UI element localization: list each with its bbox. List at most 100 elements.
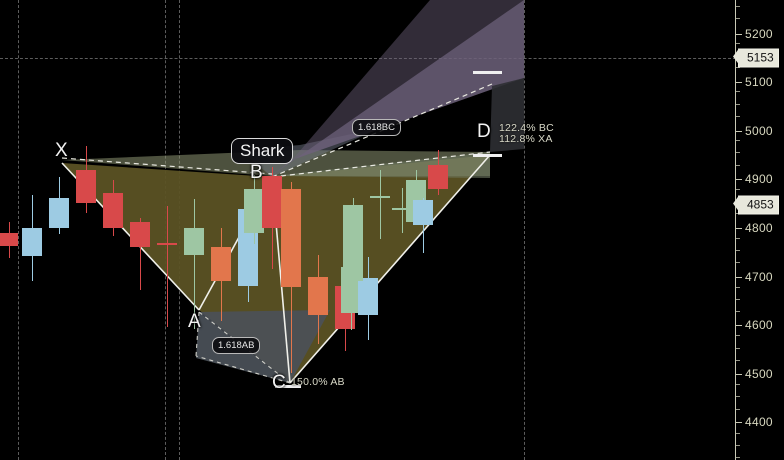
price-tick-minor [736,396,740,398]
candle-wick [422,197,424,254]
pattern-region-ab-extension2 [199,310,330,383]
candlestick [281,0,301,460]
candle-body [343,204,363,282]
candlestick [76,0,96,460]
price-tick-label: 4900 [745,172,773,186]
price-tick-label: 4600 [745,318,773,332]
pattern-dash-bd [271,151,491,178]
pattern-name-label[interactable]: Shark [231,138,294,164]
price-tick-minor [736,42,740,44]
candlestick [103,0,123,460]
candle-body [308,276,328,316]
chart-plot-area[interactable]: X A B C D Shark 1.618AB 1.618BC 150.0% A… [0,0,736,460]
pattern-leg-cd [289,154,491,384]
price-tick [736,422,742,423]
pattern-point-a: A [188,311,201,332]
price-tick-minor [736,103,740,105]
candlestick [428,0,448,460]
price-tick-minor [736,347,740,349]
price-tick-label: 4400 [745,415,773,429]
price-tick-minor [736,115,740,117]
candle-body [22,228,42,257]
price-tick-minor [736,262,740,264]
price-tick [736,82,742,83]
candlestick [392,0,412,460]
price-tick-minor [736,18,740,20]
price-tick-label: 4700 [745,270,773,284]
pattern-point-d: D [477,121,491,142]
price-tick-minor [736,6,740,7]
candlestick [211,0,231,460]
price-tick-minor [736,250,740,251]
candle-body [428,164,448,190]
price-tick-minor [736,384,740,386]
price-tick [736,277,742,278]
candlestick [184,0,204,460]
fib-label-1128xa: 112.8% XA [499,133,553,145]
price-tick-minor [736,140,740,142]
candlestick [49,0,69,460]
price-tick-minor [736,445,740,447]
candlestick [262,0,282,460]
pattern-region-d-zone [490,78,524,152]
fib-label-1618bc[interactable]: 1.618BC [352,119,401,136]
candle-body [262,175,282,228]
pattern-region-projection-purple [268,0,524,178]
price-tick [736,34,742,35]
candle-wick [401,188,403,233]
candlestick [244,0,264,460]
candle-body [76,169,96,203]
candle-wick [379,169,381,239]
price-tick-minor [736,359,740,361]
pattern-region-bcd [272,155,490,383]
last-price-badge[interactable]: 4853 [733,195,779,215]
fib-label-1224bc: 122.4% BC [499,122,554,134]
price-tick-minor [736,237,740,239]
price-tick-minor [736,189,740,190]
fib-label-150ab: 150.0% AB [291,376,345,388]
candlestick [157,0,177,460]
gridline-vertical [18,0,19,460]
price-tick [736,131,742,132]
candle-wick [166,206,168,327]
candle-body [392,207,412,210]
price-tick-label: 5100 [745,75,773,89]
price-tick-minor [736,298,740,300]
candlestick [358,0,378,460]
level-price-badge[interactable]: 5153 [733,48,779,68]
pattern-dash-xb [61,157,273,175]
price-tick-label: 4500 [745,367,773,381]
pattern-dash-c-ext [195,355,291,384]
price-tick-label: 5200 [745,27,773,41]
candle-body [130,222,150,248]
price-tick [736,325,742,326]
gridline-vertical [524,0,525,460]
price-tick-minor [736,91,740,93]
candle-body [370,195,390,198]
price-tick-minor [736,457,740,459]
price-tick-minor [736,286,740,288]
price-tick-minor [736,433,740,434]
pattern-region-projection-purple2 [292,0,524,160]
pattern-point-x: X [55,140,68,161]
level-tick-c [275,385,301,388]
pattern-point-b: B [250,162,263,183]
candle-body [281,189,301,288]
candle-body [358,278,378,316]
candle-body [244,189,264,233]
candle-body [103,193,123,228]
price-tick-minor [736,67,740,68]
price-axis[interactable]: 5200 5100 5000 4900 4800 4700 4600 4500 4400 515… [733,0,784,460]
candlestick [413,0,433,460]
candle-wick [193,198,195,329]
level-tick-d [473,154,502,157]
price-tick-minor [736,311,740,312]
candle-body [157,242,177,246]
price-tick-minor [736,164,740,166]
price-tick [736,228,742,229]
price-tick-minor [736,408,740,410]
candlestick [22,0,42,460]
fib-label-1618ab[interactable]: 1.618AB [212,337,261,354]
price-tick [736,374,742,375]
